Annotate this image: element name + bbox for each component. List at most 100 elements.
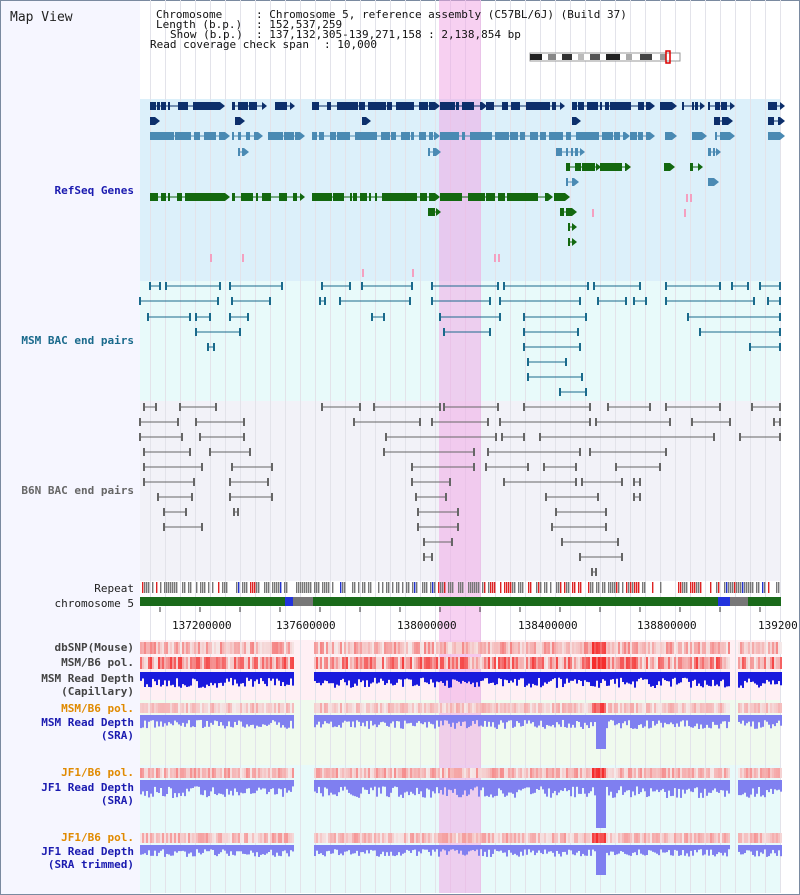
polymorphism-cell <box>386 768 388 778</box>
polymorphism-cell <box>404 642 406 654</box>
label-jf1-depth-sra[interactable]: JF1 Read Depth (SRA) <box>41 781 134 807</box>
polymorphism-cell <box>440 642 442 654</box>
repeat-element <box>306 582 308 593</box>
msm-bac-pair-end <box>195 328 197 336</box>
read-depth-bar <box>514 845 516 854</box>
highlight-region[interactable] <box>439 0 481 893</box>
label-msm-bac[interactable]: MSM BAC end pairs <box>21 334 134 347</box>
msm-bac-pair-end <box>639 282 641 290</box>
refseq-gene-exon <box>692 102 694 110</box>
polymorphism-cell <box>612 657 614 669</box>
grid-line <box>195 0 196 893</box>
msm-bac-glyphs[interactable] <box>139 282 781 396</box>
read-depth-bar <box>252 672 254 687</box>
polymorphism-cell <box>662 703 664 713</box>
refseq-gene-glyphs[interactable] <box>150 102 785 277</box>
read-depth-bar <box>726 672 728 687</box>
read-depth-tracks[interactable] <box>140 672 782 875</box>
polymorphism-cell <box>466 833 468 843</box>
read-depth-bar <box>414 845 416 850</box>
polymorphism-cell <box>190 642 192 654</box>
read-depth-bar <box>594 672 596 687</box>
refseq-gene-exon <box>232 193 235 201</box>
refseq-gene-exon <box>177 193 182 201</box>
refseq-gene-strand-arrow <box>258 132 263 140</box>
read-depth-bar <box>512 715 514 728</box>
repeat-element <box>276 582 278 593</box>
polymorphism-cell <box>466 703 468 713</box>
b6n-bac-pair-end <box>383 448 385 456</box>
read-depth-bar <box>648 780 650 797</box>
polymorphism-cell <box>380 833 382 843</box>
repeat-element <box>756 582 758 593</box>
label-jf1-b6-pol-2[interactable]: JF1/B6 pol. <box>61 831 134 844</box>
polymorphism-cell <box>584 703 586 713</box>
polymorphism-cell <box>728 768 730 778</box>
label-repeat[interactable]: Repeat <box>94 582 134 595</box>
polymorphism-cell <box>496 642 498 654</box>
label-msm-depth-capillary[interactable]: MSM Read Depth (Capillary) <box>41 672 134 698</box>
refseq-gene-strand-arrow <box>565 193 570 201</box>
label-msm-b6-pol-2[interactable]: MSM/B6 pol. <box>61 702 134 715</box>
polymorphism-cell <box>396 833 398 843</box>
b6n-bac-pair-end <box>237 508 239 516</box>
label-chromosome[interactable]: chromosome 5 <box>54 597 134 610</box>
polymorphism-cell <box>164 703 166 713</box>
polymorphism-heat-tracks[interactable] <box>140 642 782 843</box>
polymorphism-cell <box>200 768 202 778</box>
polymorphism-cell <box>154 833 156 843</box>
polymorphism-cell <box>314 768 316 778</box>
polymorphism-cell <box>174 703 176 713</box>
read-depth-bar <box>562 672 564 688</box>
read-depth-bar <box>696 845 698 853</box>
polymorphism-cell <box>402 642 404 654</box>
label-jf1-depth-trimmed[interactable]: JF1 Read Depth (SRA trimmed) <box>41 845 134 871</box>
b6n-bac-pair-end <box>497 403 499 411</box>
read-depth-bar <box>178 672 180 687</box>
polymorphism-cell <box>366 833 368 843</box>
label-msm-depth-sra[interactable]: MSM Read Depth (SRA) <box>41 716 134 742</box>
refseq-gene-exon <box>572 178 574 186</box>
read-depth-bar <box>388 845 390 856</box>
read-depth-bar <box>246 780 248 789</box>
b6n-bac-pair-end <box>719 403 721 411</box>
polymorphism-cell <box>166 703 168 713</box>
repeat-element <box>310 582 312 593</box>
repeat-element <box>518 582 520 593</box>
chromosome-bar[interactable] <box>140 597 781 612</box>
refseq-gene-strand-arrow <box>220 102 225 110</box>
ideogram-band <box>578 54 584 60</box>
polymorphism-cell <box>594 657 596 669</box>
b6n-bac-pair-end <box>191 493 193 501</box>
read-depth-bar <box>446 780 448 796</box>
refseq-gene-exon <box>375 193 377 201</box>
label-jf1-b6-pol[interactable]: JF1/B6 pol. <box>61 766 134 779</box>
grid-line <box>270 0 271 893</box>
refseq-gene-exon <box>153 132 163 140</box>
repeat-track[interactable] <box>142 582 780 593</box>
b6n-bac-glyphs[interactable] <box>139 403 781 576</box>
polymorphism-cell <box>192 768 194 778</box>
refseq-gene-exon <box>419 132 426 140</box>
chromosome-ideogram[interactable] <box>529 50 681 64</box>
read-depth-bar <box>408 715 410 724</box>
polymorphism-cell <box>470 833 472 843</box>
polymorphism-cell <box>216 657 218 669</box>
label-msm-b6-pol[interactable]: MSM/B6 pol. <box>61 656 134 669</box>
polymorphism-cell <box>206 703 208 713</box>
read-depth-bar <box>210 715 212 723</box>
read-depth-bar <box>618 672 620 688</box>
polymorphism-cell <box>336 703 338 713</box>
read-depth-bar <box>716 780 718 792</box>
label-dbsnp[interactable]: dbSNP(Mouse) <box>54 641 134 654</box>
refseq-gene-exon <box>714 117 720 125</box>
read-depth-bar <box>480 715 482 726</box>
polymorphism-cell <box>528 642 530 654</box>
polymorphism-cell <box>212 768 214 778</box>
label-refseq-genes[interactable]: RefSeq Genes <box>54 184 134 197</box>
b6n-bac-pair-end <box>229 478 231 486</box>
label-b6n-bac[interactable]: B6N BAC end pairs <box>21 484 134 497</box>
read-depth-bar <box>576 780 578 787</box>
polymorphism-cell <box>158 642 160 654</box>
